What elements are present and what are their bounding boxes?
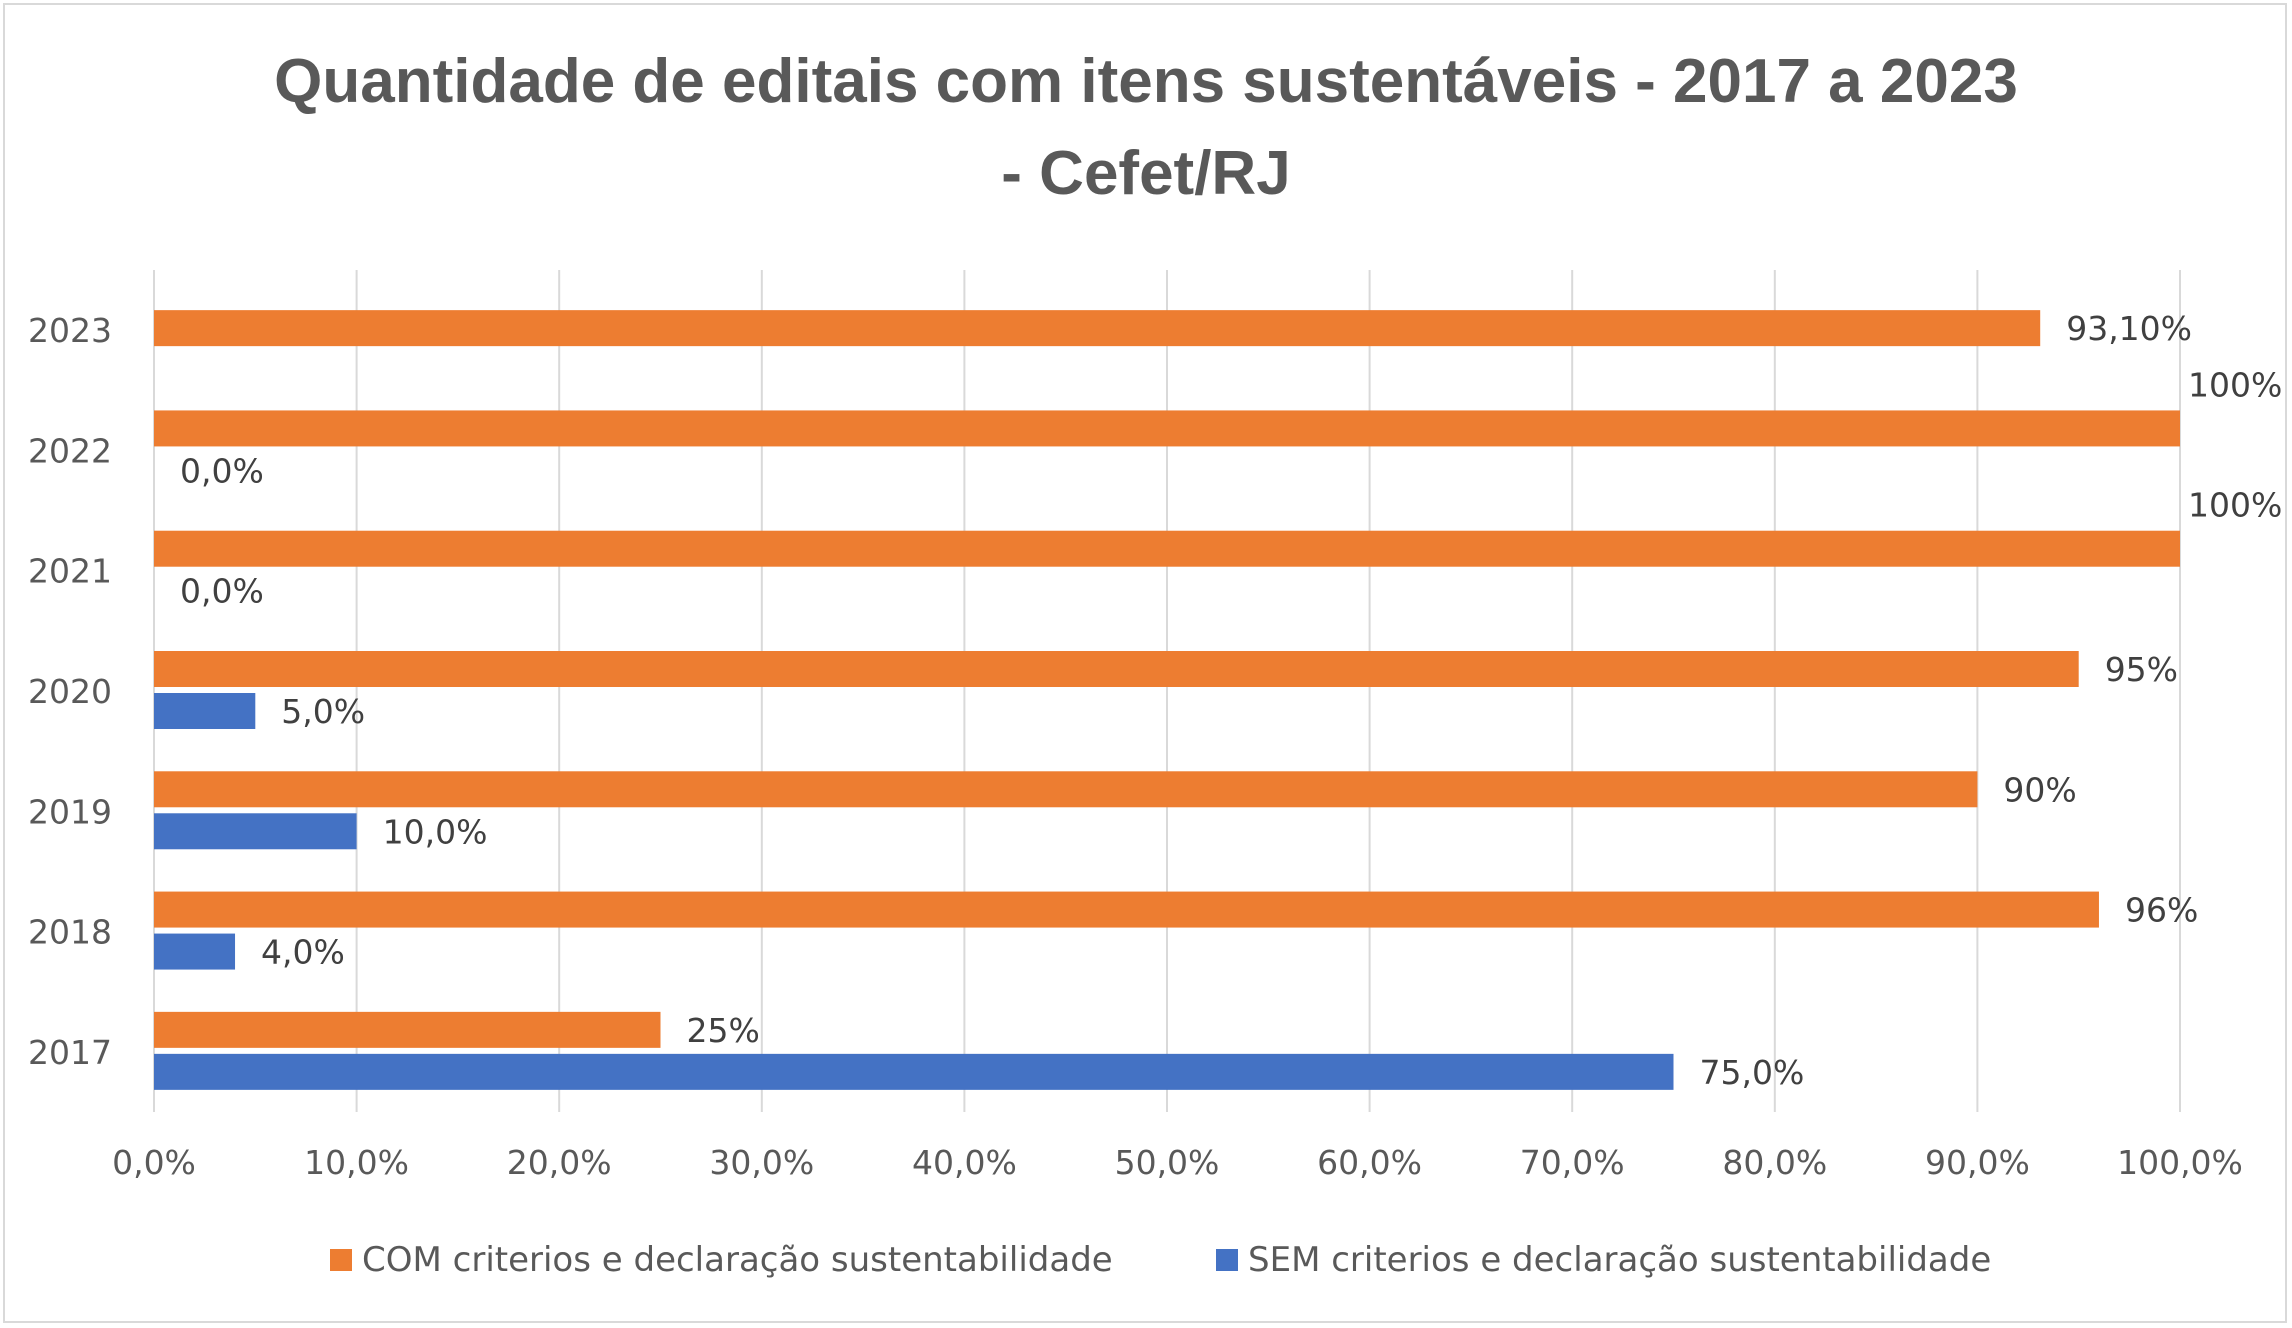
legend-label-com: COM criterios e declaração sustentabilid…	[362, 1240, 1113, 1280]
y-tick-label: 2020	[28, 672, 112, 711]
legend-label-sem: SEM criterios e declaração sustentabilid…	[1248, 1240, 1992, 1280]
legend-item-com: COM criterios e declaração sustentabilid…	[330, 1236, 1113, 1284]
data-label-com: 95%	[2105, 650, 2178, 689]
x-tick-label: 100,0%	[2117, 1143, 2243, 1182]
x-tick-label: 70,0%	[1520, 1143, 1625, 1182]
x-tick-label: 50,0%	[1115, 1143, 1220, 1182]
y-tick-label: 2018	[28, 913, 112, 952]
bar-sem	[154, 813, 357, 850]
y-tick-label: 2021	[28, 552, 112, 591]
y-tick-label: 2022	[28, 431, 112, 470]
x-tick-label: 90,0%	[1925, 1143, 2030, 1182]
data-label-sem: 4,0%	[261, 933, 345, 972]
x-tick-label: 30,0%	[709, 1143, 814, 1182]
bar-com	[154, 530, 2180, 567]
bar-sem	[154, 1053, 1674, 1090]
y-tick-label: 2017	[28, 1033, 112, 1072]
y-tick-label: 2019	[28, 792, 112, 831]
legend-swatch-com	[330, 1249, 352, 1271]
bar-sem	[154, 933, 236, 970]
x-tick-label: 0,0%	[112, 1143, 196, 1182]
x-tick-label: 80,0%	[1722, 1143, 1827, 1182]
chart-title-line2: - Cefet/RJ	[1001, 139, 1291, 208]
x-tick-label: 40,0%	[912, 1143, 1017, 1182]
data-label-sem: 5,0%	[281, 692, 365, 731]
bar-com	[154, 651, 2079, 687]
bar-com	[154, 771, 1978, 808]
data-label-com: 93,10%	[2066, 309, 2192, 348]
data-label-sem: 10,0%	[383, 812, 488, 851]
bar-com	[154, 891, 2099, 928]
chart-title: Quantidade de editais com itens sustentá…	[274, 47, 2018, 116]
x-tick-label: 60,0%	[1317, 1143, 1422, 1182]
bar-com	[154, 1011, 661, 1048]
y-tick-label: 2023	[28, 311, 112, 350]
data-label-com: 100%	[2188, 365, 2282, 404]
x-tick-label: 10,0%	[304, 1143, 409, 1182]
bar-com	[154, 310, 2041, 347]
data-label-sem: 0,0%	[180, 451, 264, 490]
legend-swatch-sem	[1216, 1249, 1238, 1271]
data-label-com: 96%	[2125, 891, 2198, 930]
legend-item-sem: SEM criterios e declaração sustentabilid…	[1216, 1236, 1991, 1284]
x-tick-label: 20,0%	[507, 1143, 612, 1182]
data-label-com: 100%	[2188, 486, 2282, 525]
data-label-com: 25%	[687, 1011, 760, 1050]
bar-com	[154, 410, 2180, 447]
data-label-com: 90%	[2003, 770, 2076, 809]
data-label-sem: 0,0%	[180, 572, 264, 611]
data-label-sem: 75,0%	[1700, 1053, 1805, 1092]
bar-sem	[154, 693, 256, 729]
